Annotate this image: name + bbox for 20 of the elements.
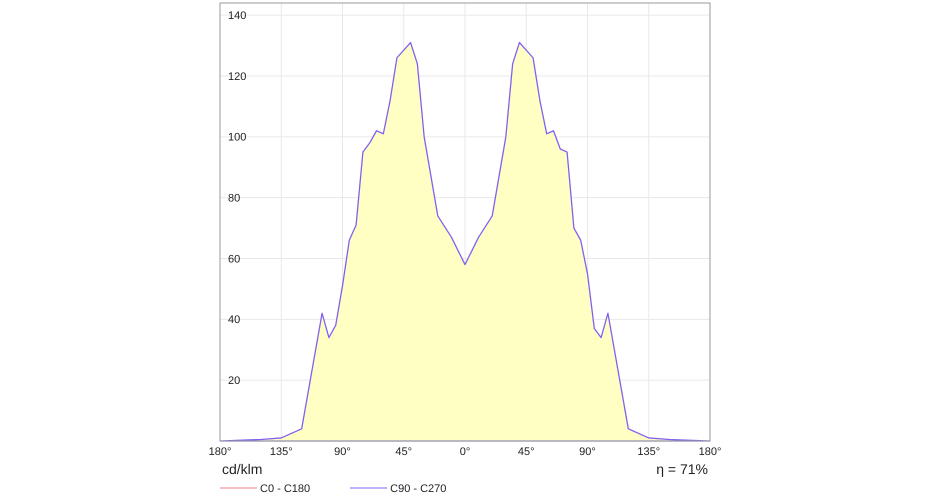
y-tick-label: 60 [228,253,240,266]
x-tick-label: 45° [395,446,412,458]
x-tick-label: 135° [270,446,293,458]
y-tick-label: 120 [228,70,246,83]
text: η = 71% [656,461,708,477]
x-tick-label: 135° [637,446,660,458]
x-tick-label: 45° [518,446,535,458]
y-tick-label: 80 [228,192,240,205]
y-tick-label: 20 [228,375,240,388]
text: cd/klm [222,461,262,477]
y-tick-label: 40 [228,314,240,326]
y-tick-label: 100 [228,132,246,144]
x-tick-label: 180° [208,446,232,458]
legend-label: C0 - C180 [260,483,310,495]
legend-label: C90 - C270 [390,483,446,495]
y-tick-label: 140 [228,10,246,22]
x-tick-label: 90° [334,446,351,458]
x-tick-label: 180° [698,446,722,458]
x-tick-label: 0° [460,446,470,458]
x-tick-label: 90° [579,446,596,458]
